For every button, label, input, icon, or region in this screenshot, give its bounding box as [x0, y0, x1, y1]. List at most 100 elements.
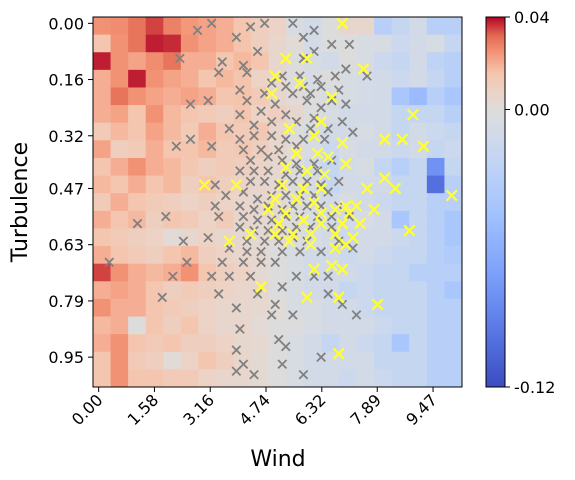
- heatmap-cell: [163, 69, 182, 88]
- heatmap-cell: [163, 52, 182, 71]
- gray-x-marker: [245, 155, 256, 166]
- x-tick-label: 9.47: [402, 390, 441, 429]
- gray-x-marker: [167, 271, 178, 282]
- heatmap-cell: [251, 316, 270, 335]
- yellow-x-marker: [293, 77, 306, 90]
- gray-x-marker: [231, 303, 242, 313]
- heatmap-cell: [356, 122, 375, 141]
- colorbar-tick-label: 0.04: [514, 8, 550, 27]
- heatmap-cell: [145, 157, 164, 176]
- gray-x-marker: [252, 289, 263, 299]
- y-tick-label: 0.32: [48, 127, 84, 146]
- yellow-x-marker: [255, 280, 268, 293]
- heatmap-cell: [286, 193, 305, 212]
- heatmap-cell: [180, 175, 199, 194]
- gray-x-marker: [192, 25, 203, 36]
- gray-x-marker: [288, 176, 298, 187]
- heatmap-cell: [128, 69, 147, 88]
- heatmap-cell: [391, 87, 410, 106]
- heatmap-cell: [216, 316, 234, 335]
- yellow-x-marker: [286, 228, 299, 241]
- heatmap-cell: [444, 175, 463, 194]
- gray-x-marker: [157, 292, 168, 303]
- yellow-x-marker: [276, 178, 289, 191]
- x-tick-label: 1.58: [124, 390, 163, 429]
- gray-x-marker: [249, 166, 259, 176]
- yellow-x-marker: [315, 207, 328, 220]
- heatmap-cell: [339, 69, 357, 88]
- yellow-x-marker: [304, 238, 317, 251]
- gray-x-marker: [302, 176, 312, 187]
- gray-x-marker: [277, 155, 288, 166]
- heatmap-cell: [303, 246, 322, 265]
- heatmap-cell: [163, 228, 182, 247]
- gray-x-marker: [206, 141, 217, 152]
- heatmap-cell: [251, 17, 270, 36]
- heatmap-cell: [180, 351, 199, 370]
- y-tick-label: 0.63: [48, 236, 84, 255]
- x-axis-ticks: 0.00 1.58 3.16 4.74 6.32 7.89 9.47: [68, 387, 441, 429]
- gray-x-marker: [333, 236, 344, 247]
- heatmap-cell: [303, 17, 322, 36]
- heatmap-cell: [93, 334, 111, 353]
- gray-x-marker: [298, 53, 309, 64]
- heatmap-cell: [444, 369, 463, 388]
- heatmap-cell: [110, 228, 129, 247]
- gray-x-marker: [337, 116, 348, 127]
- x-tick-label: 6.32: [291, 390, 330, 429]
- heatmap-cell: [444, 334, 463, 353]
- heatmap-cell: [110, 193, 129, 212]
- heatmap-cell: [409, 105, 428, 124]
- gray-x-marker: [238, 144, 249, 155]
- heatmap-cell: [409, 334, 428, 353]
- gray-x-marker: [242, 246, 252, 257]
- heatmap-cell: [286, 334, 305, 353]
- heatmap-cell: [444, 157, 463, 176]
- gray-x-marker: [259, 176, 270, 187]
- heatmap-cell: [426, 263, 445, 282]
- heatmap-cell: [391, 69, 410, 88]
- yellow-x-marker: [396, 133, 409, 146]
- heatmap-cell: [339, 105, 357, 124]
- heatmap-cell: [356, 69, 375, 88]
- heatmap-cell: [374, 369, 393, 388]
- gray-x-marker: [256, 257, 266, 268]
- heatmap-cell: [286, 316, 305, 335]
- gray-x-marker: [160, 211, 171, 222]
- heatmap-cell: [251, 175, 270, 194]
- colorbar: [485, 16, 506, 388]
- yellow-x-marker: [339, 157, 352, 170]
- heatmap-cell: [110, 140, 129, 159]
- yellow-x-marker: [343, 207, 356, 220]
- gray-x-marker: [291, 159, 302, 169]
- gray-x-marker: [178, 236, 189, 247]
- heatmap-cell: [339, 122, 357, 141]
- y-tick-label: 0.47: [48, 179, 84, 198]
- heatmap-cell: [163, 34, 182, 53]
- yellow-x-marker: [279, 161, 292, 174]
- heatmap-cell: [233, 351, 252, 370]
- heatmap-cell: [444, 316, 463, 335]
- heatmap-cell: [110, 17, 129, 36]
- yellow-x-marker: [223, 235, 236, 248]
- heatmap-cell: [374, 52, 393, 71]
- heatmap-cell: [251, 210, 270, 229]
- heatmap-cell: [356, 298, 375, 317]
- yellow-x-marker: [389, 182, 402, 195]
- heatmap-cell: [198, 281, 217, 300]
- gray-x-marker: [277, 246, 288, 257]
- gray-x-marker: [316, 246, 326, 257]
- heatmap-cell: [198, 369, 217, 388]
- heatmap-cell: [286, 140, 305, 159]
- heatmap-cell: [268, 17, 287, 36]
- gray-x-marker: [217, 257, 228, 268]
- heatmap-cell: [216, 369, 234, 388]
- gray-x-marker: [333, 176, 344, 187]
- heatmap-cell: [145, 316, 164, 335]
- heatmap-cell: [180, 52, 199, 71]
- heatmap-cell: [233, 263, 252, 282]
- heatmap-cell: [426, 334, 445, 353]
- heatmap-cell: [321, 316, 340, 335]
- heatmap-cell: [180, 298, 199, 317]
- heatmap-cell: [180, 228, 199, 247]
